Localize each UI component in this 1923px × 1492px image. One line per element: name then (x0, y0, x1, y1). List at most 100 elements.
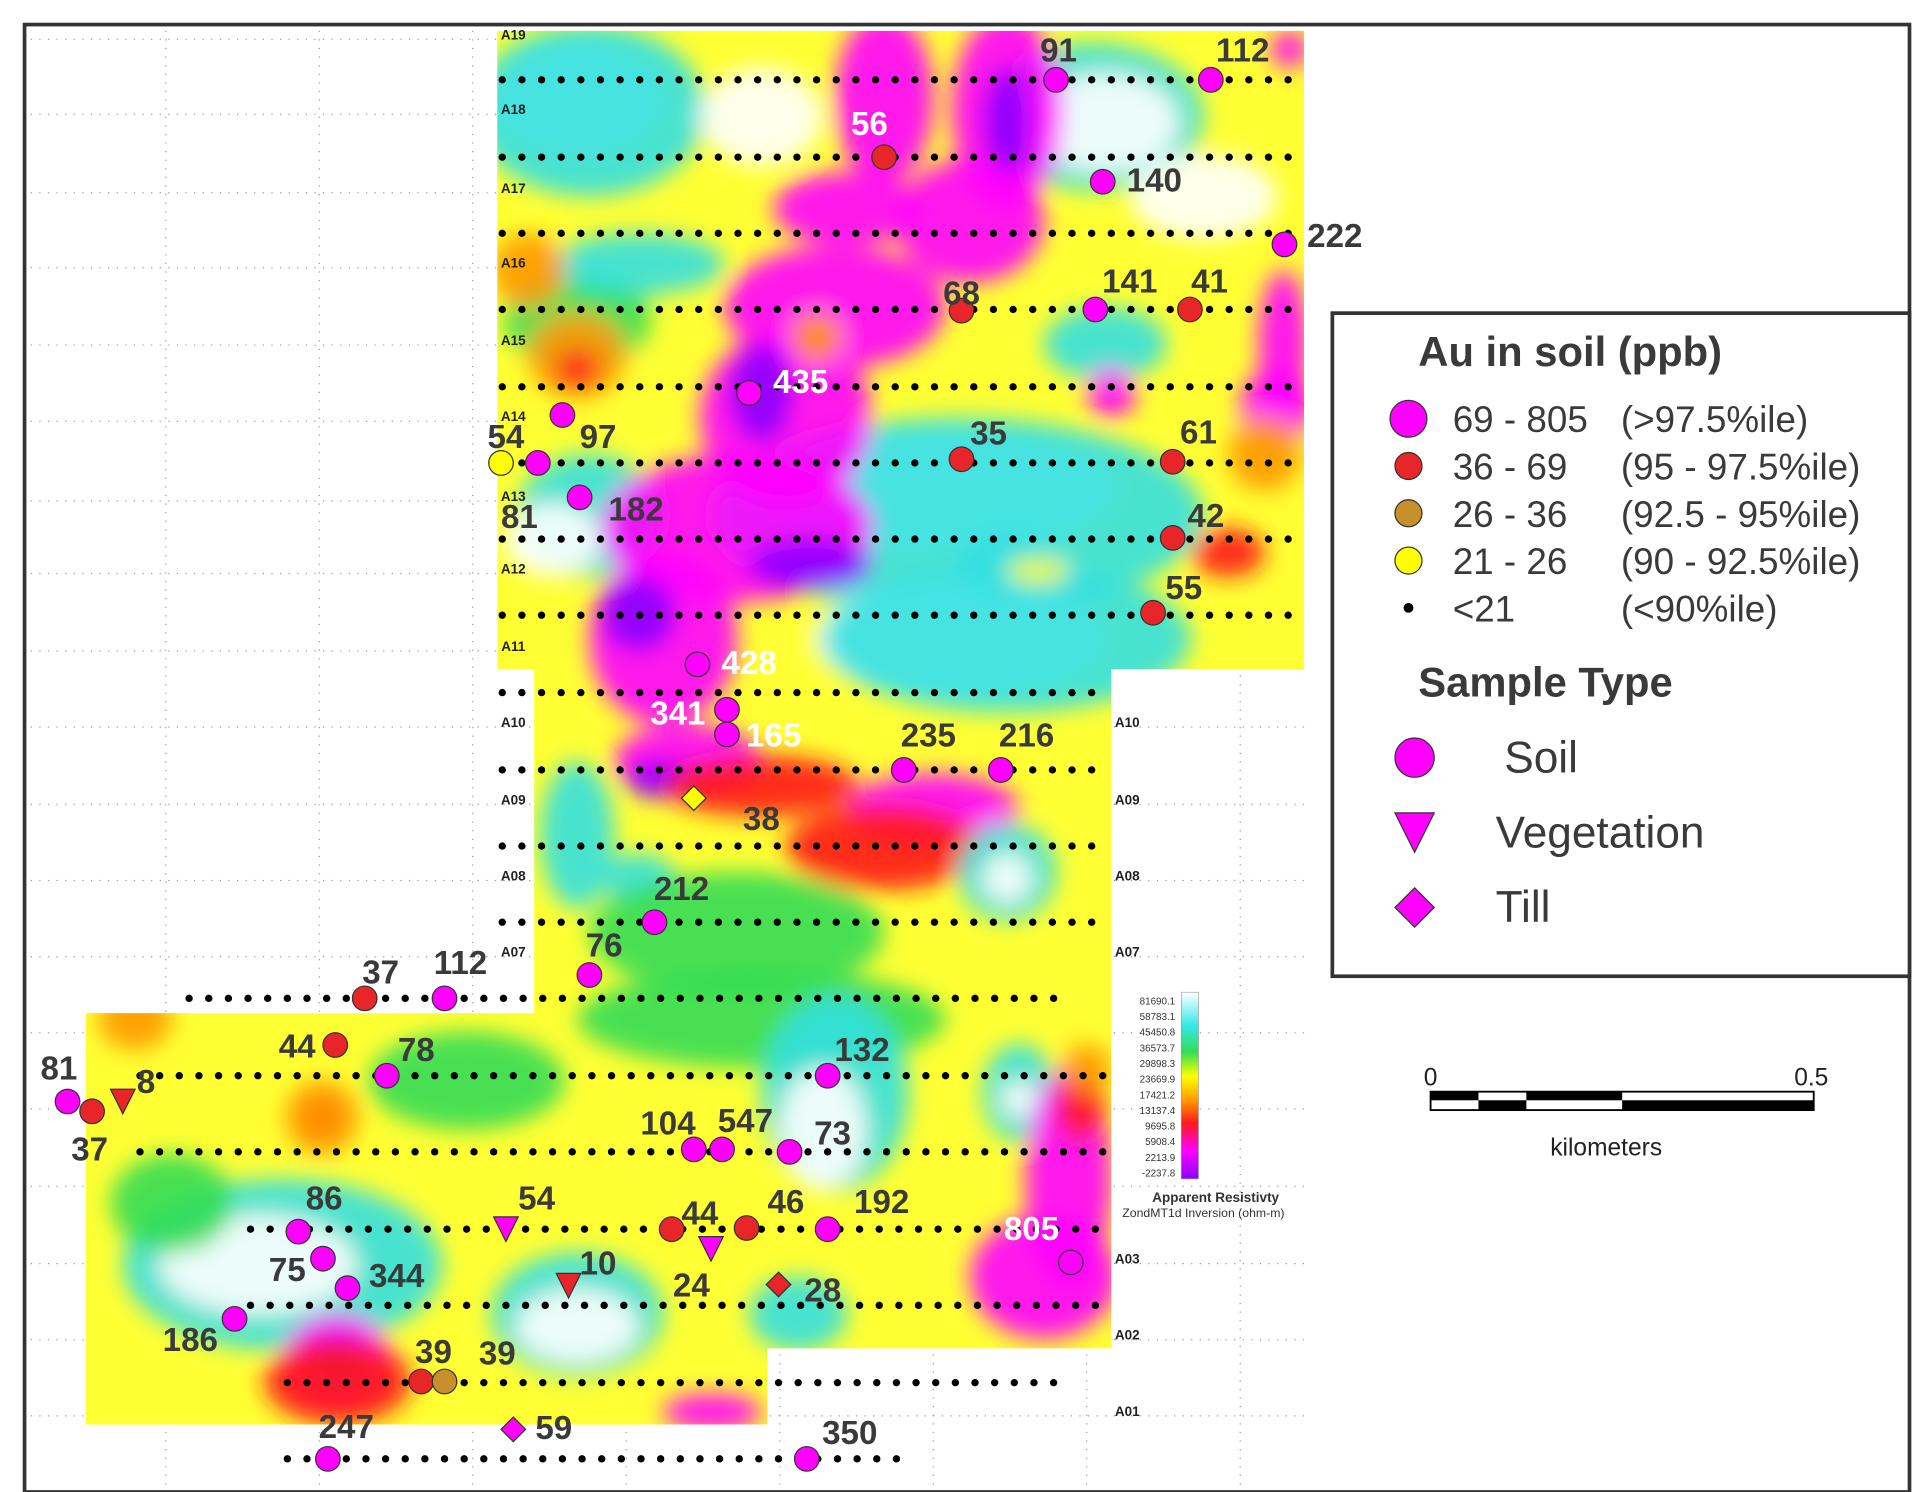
sample-dot (989, 76, 998, 84)
sample-dot (734, 76, 742, 84)
sample-dot (519, 1455, 527, 1463)
sample-dot (598, 1379, 606, 1387)
sample-label: 112 (1216, 32, 1269, 69)
sample-dot (1068, 918, 1076, 926)
sample-dot (1127, 383, 1135, 391)
legend-percentile: (<90%ile) (1621, 588, 1778, 629)
sample-dot (892, 994, 901, 1003)
sample-dot (852, 383, 860, 391)
sample-dot (793, 918, 801, 926)
sample-dot (283, 1455, 292, 1463)
sample-dot (753, 918, 762, 926)
sample-dot (753, 688, 762, 697)
sample-dot (871, 459, 880, 467)
sample-dot (793, 153, 801, 161)
sample-marker (1159, 524, 1186, 551)
sample-dot (675, 918, 683, 926)
sample-dot (852, 611, 860, 619)
sample-dot (812, 153, 821, 161)
legend-box (1330, 311, 1912, 979)
line-label: A09 (501, 792, 526, 807)
sample-marker (714, 696, 740, 723)
sample-dot (286, 1301, 294, 1310)
sample-dot (273, 1148, 282, 1156)
sample-label: 37 (71, 1131, 108, 1168)
sample-dot (989, 459, 998, 467)
sample-dot (342, 994, 350, 1003)
sample-dot (793, 305, 801, 314)
sample-dot (577, 153, 585, 161)
sample-dot (1029, 229, 1037, 238)
sample-dot (273, 1072, 282, 1080)
line-label: A14 (501, 409, 526, 424)
sample-dot (636, 459, 644, 467)
sample-dot (734, 229, 742, 238)
sample-dot (930, 688, 939, 697)
sample-dot (757, 1225, 766, 1233)
sample-dot (498, 918, 506, 926)
sample-dot (1225, 76, 1233, 84)
sample-dot (832, 535, 840, 543)
sample-marker (334, 1275, 361, 1302)
sample-dot (902, 1148, 910, 1156)
sample-marker (500, 1416, 527, 1443)
sample-marker (890, 757, 917, 783)
sample-dot (541, 1225, 549, 1233)
sample-dot (930, 535, 939, 543)
sample-dot (734, 535, 742, 543)
resistivity-blob (589, 871, 885, 995)
sample-dot (1068, 383, 1076, 391)
sample-dot (620, 1301, 628, 1310)
sample-dot (521, 1301, 530, 1310)
sample-dot (362, 1455, 370, 1463)
sample-dot (714, 766, 723, 774)
resistivity-blob (1043, 307, 1167, 381)
sample-dot (637, 994, 645, 1003)
sample-dot (932, 994, 940, 1003)
sample-dot (480, 1379, 488, 1387)
sample-label: 37 (362, 955, 399, 992)
sample-dot (891, 535, 899, 543)
sample-dot (941, 1072, 950, 1080)
sample-dot (1048, 842, 1057, 850)
sample-label: 141 (1102, 263, 1157, 300)
sample-dot (738, 1301, 746, 1310)
sample-dot (832, 305, 840, 314)
sample-dot (832, 153, 840, 161)
sample-label: 41 (1191, 263, 1228, 300)
sample-dot (1284, 535, 1292, 543)
line-label: A03 (1115, 1252, 1140, 1267)
sample-dot (636, 383, 644, 391)
sample-dot (934, 1225, 942, 1233)
colorbar-label: 17421.2 (1140, 1090, 1175, 1101)
sample-dot (1245, 611, 1253, 619)
samples: 91 112 56 140 222 68 141 41 435 54 97 81 182 35 61 42 55… (41, 32, 1362, 1472)
sample-dot (391, 1148, 400, 1156)
sample-dot (1059, 1072, 1068, 1080)
sample-dot (548, 1148, 557, 1156)
sample-dot (1205, 611, 1214, 619)
sample-dot (313, 1148, 321, 1156)
sample-dot (804, 1148, 812, 1156)
sample-dot (1284, 305, 1292, 314)
sample-dot (1048, 305, 1057, 314)
sample-dot (695, 688, 703, 697)
legend-symbol (1389, 399, 1428, 438)
sample-dot (1225, 153, 1233, 161)
sample-dot (518, 229, 526, 238)
sample-dot (322, 1379, 331, 1387)
sample-dot (1166, 153, 1174, 161)
sample-marker (549, 402, 576, 428)
sample-dot (863, 1148, 871, 1156)
scale-end: 0.5 (1794, 1065, 1828, 1092)
sample-dot (1030, 994, 1038, 1003)
sample-dot (577, 459, 585, 467)
sample-dot (1225, 535, 1233, 543)
sample-dot (989, 918, 998, 926)
sample-dot (577, 535, 585, 543)
sample-marker (776, 1138, 803, 1165)
sample-dot (1225, 459, 1233, 467)
sample-dot (1146, 383, 1155, 391)
sample-dot (1146, 229, 1155, 238)
sample-dot (950, 383, 958, 391)
